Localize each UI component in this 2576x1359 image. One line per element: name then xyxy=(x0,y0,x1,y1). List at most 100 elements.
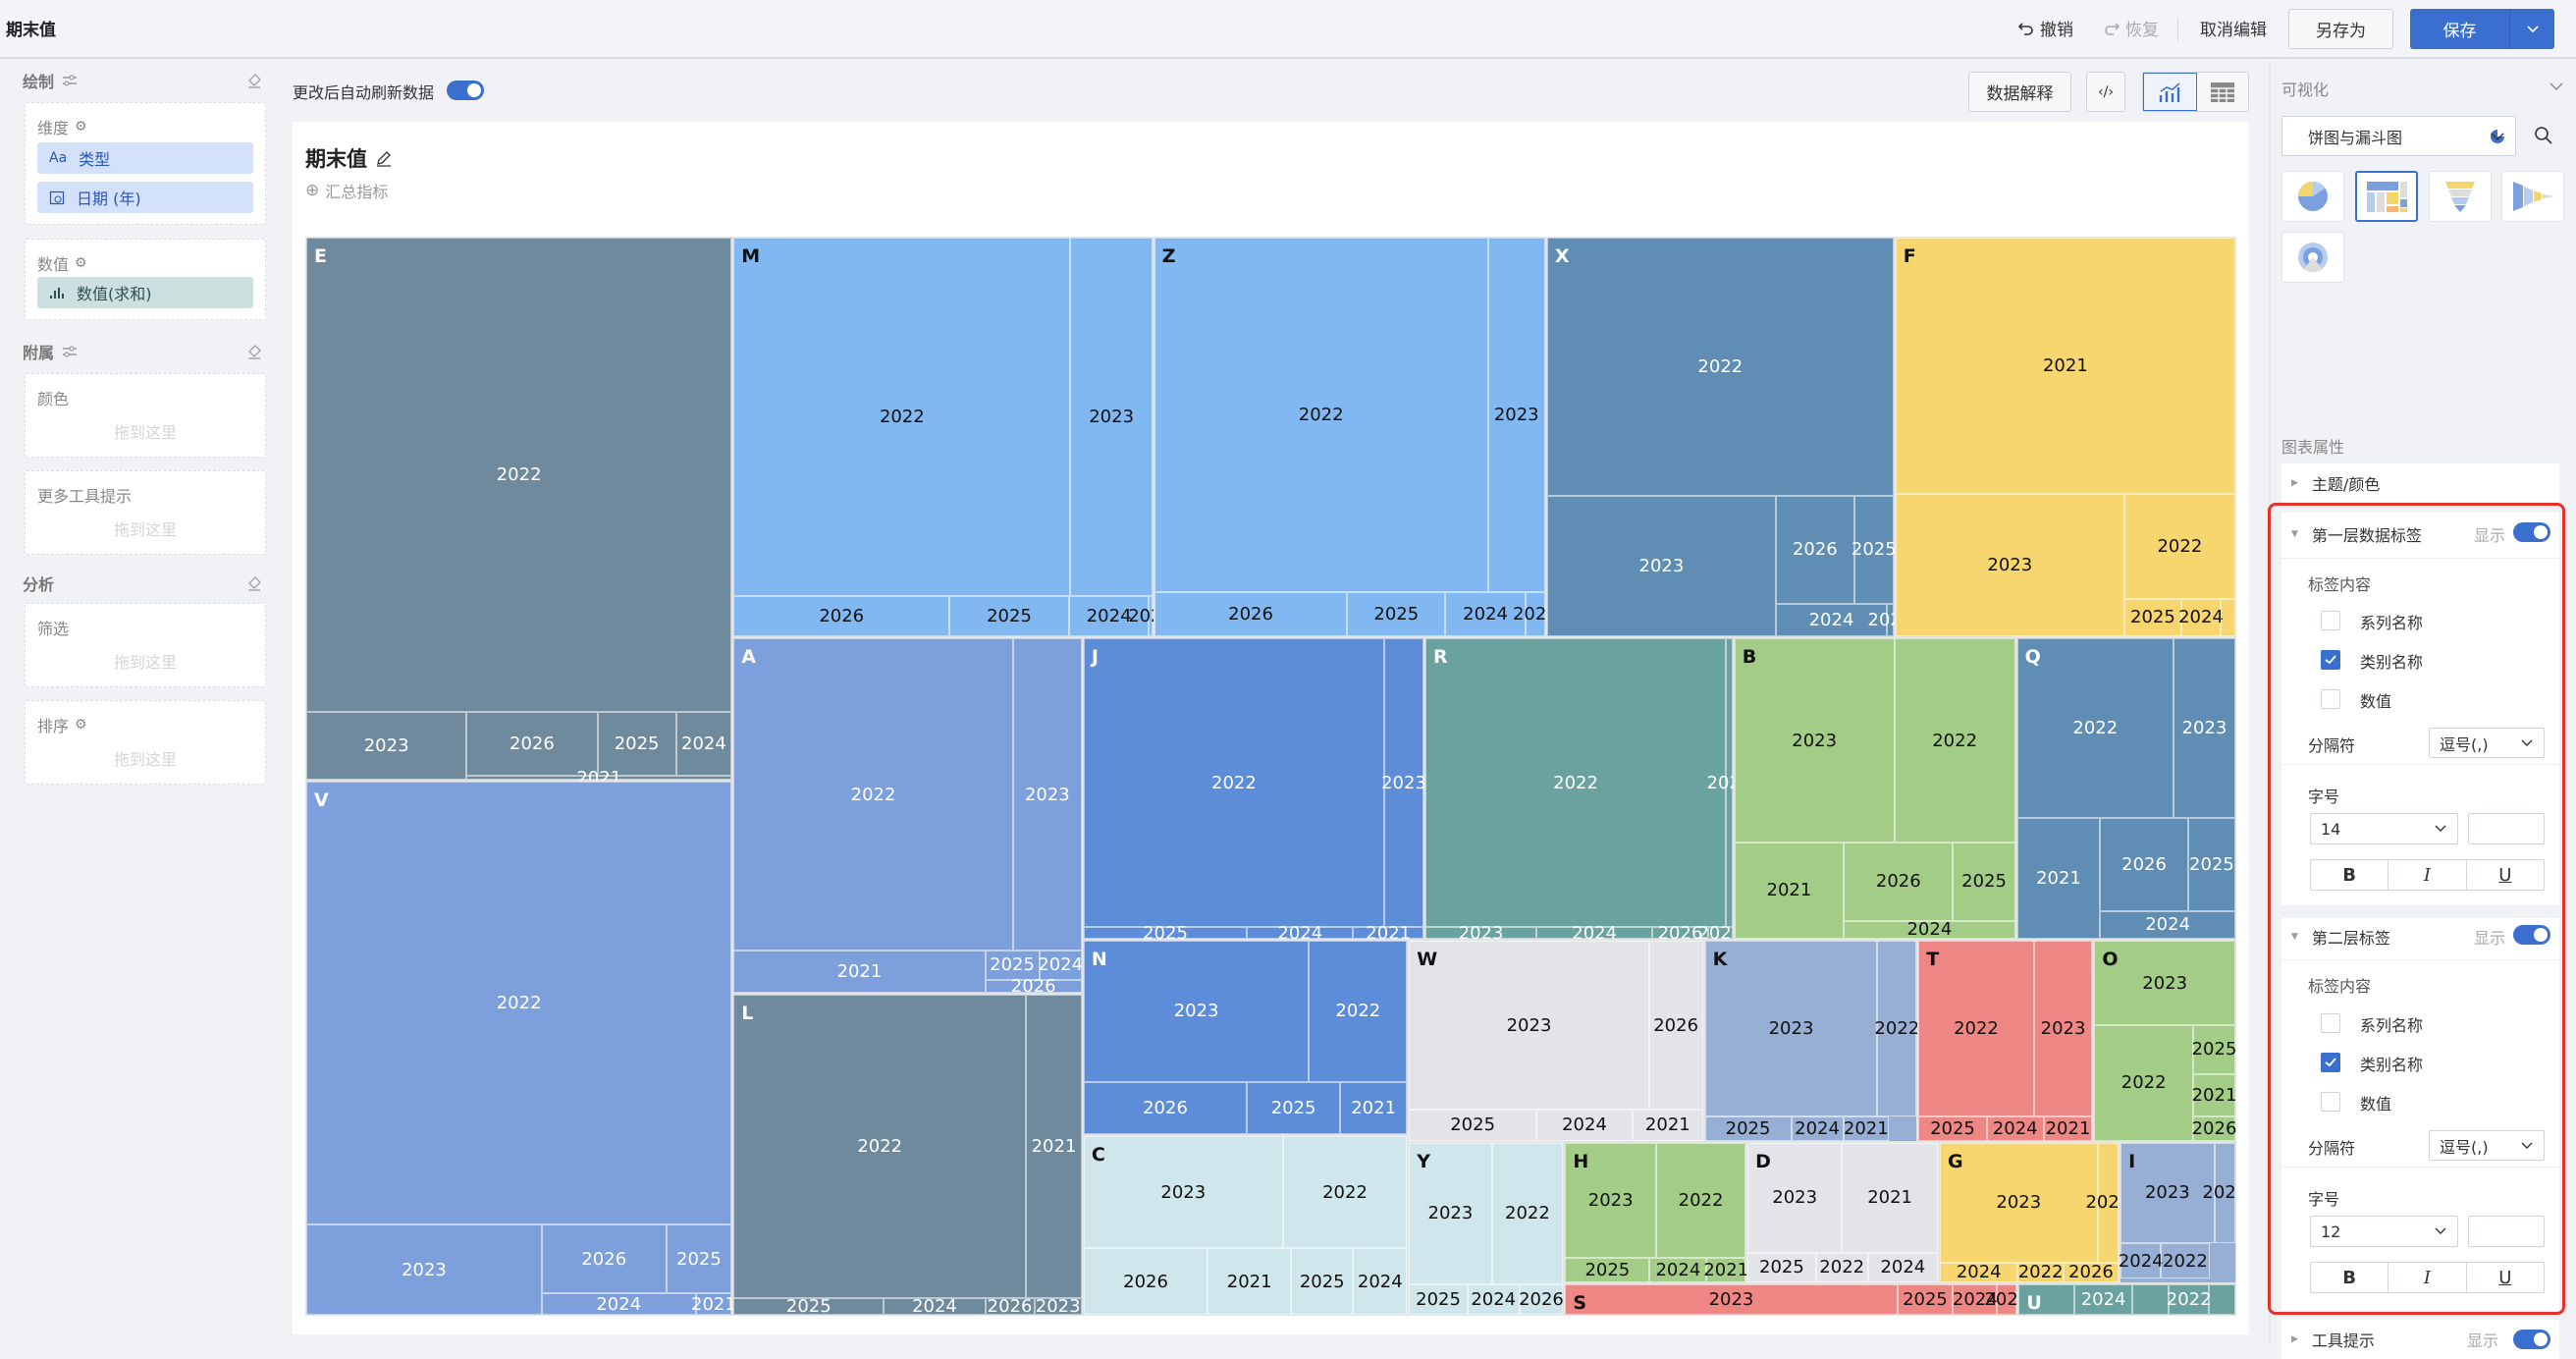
treemap-cell[interactable]: 2021 xyxy=(2043,1115,2093,1141)
treemap-cell[interactable]: 2022 xyxy=(2016,638,2174,818)
treemap-cell[interactable]: 2022 xyxy=(2167,1283,2212,1315)
treemap-group-j[interactable]: 2022 2023 2025 2024 2021 J xyxy=(1082,637,1426,944)
treemap-cell[interactable]: 2026 xyxy=(1844,842,1954,921)
treemap-group-k[interactable]: 2023 2022 2025 2024 2021 K xyxy=(1703,939,1919,1142)
eraser-icon[interactable] xyxy=(246,73,262,88)
treemap-group-c[interactable]: 2023 2022 2026 2021 2025 2024 C xyxy=(1082,1134,1409,1316)
treemap-cell[interactable]: 2023 xyxy=(1734,638,1895,843)
treemap-group-t[interactable]: 2022 2023 2025 2024 2021 T xyxy=(1917,939,2094,1142)
treemap-group-d[interactable]: 2023 2021 2025 2022 2024 D xyxy=(1746,1141,1939,1283)
color-drop-zone[interactable]: 颜色 拖到这里 xyxy=(25,373,266,458)
dimension-field-date[interactable]: 日期 (年) xyxy=(37,182,253,213)
treemap-cell[interactable]: 2025 xyxy=(2202,1142,2236,1243)
treemap-cell[interactable]: 2023 xyxy=(1012,638,1082,951)
treemap-cell[interactable]: 2021 xyxy=(2016,817,2101,939)
treemap-cell[interactable]: 2023 xyxy=(1565,1283,1898,1315)
treemap-cell[interactable]: 2022 xyxy=(733,995,1027,1299)
treemap-group-x[interactable]: 2022 2023 2026 2025 2024 2021 X xyxy=(1545,237,1912,638)
sort-drop-zone[interactable]: 排序 ⚙ 拖到这里 xyxy=(25,700,266,785)
treemap-cell[interactable]: 2025 xyxy=(1953,842,2015,921)
treemap-cell[interactable]: 2023 xyxy=(2120,1142,2215,1243)
treemap-cell[interactable]: 2022 xyxy=(2161,1242,2210,1279)
separator-select[interactable]: 逗号(,) xyxy=(2429,1130,2545,1161)
tooltip-row[interactable]: ▶ 工具提示 显示 xyxy=(2281,1320,2559,1359)
settings-sliders-icon[interactable] xyxy=(62,346,78,357)
treemap-cell[interactable]: 2021 xyxy=(2192,1073,2236,1116)
cancel-edit-button[interactable]: 取消编辑 xyxy=(2200,21,2267,40)
treemap-cell[interactable]: 2025 xyxy=(1918,1115,1987,1141)
treemap-cell[interactable]: 2025 xyxy=(1083,923,1248,944)
treemap-cell[interactable]: 2025 xyxy=(949,595,1069,637)
treemap-cell[interactable]: 2025 xyxy=(2187,817,2235,911)
treemap-cell[interactable]: 2021 xyxy=(1895,238,2235,495)
save-as-button[interactable]: 另存为 xyxy=(2288,9,2393,49)
font-color-input[interactable] xyxy=(2468,1216,2545,1247)
treemap-cell[interactable]: 2024 xyxy=(1844,919,2015,940)
treemap-cell[interactable]: 2021 xyxy=(1513,592,1558,637)
treemap-cell[interactable]: 2023 xyxy=(1487,238,1545,593)
treemap-cell[interactable]: 2024 xyxy=(1939,1262,2018,1282)
treemap-cell[interactable]: 2026 xyxy=(1775,495,1854,604)
underline-button[interactable]: U xyxy=(2498,864,2512,886)
treemap-cell[interactable]: 2025 xyxy=(1247,1081,1341,1134)
treemap-group-q[interactable]: 2022 2023 2021 2026 2025 2024 Q xyxy=(2015,637,2236,940)
chevron-down-icon[interactable] xyxy=(2549,81,2564,92)
treemap-cell[interactable]: 2023 xyxy=(1409,1142,1492,1284)
treemap-cell[interactable]: 2025 xyxy=(1897,1283,1954,1315)
tooltip-drop-zone[interactable]: 更多工具提示 拖到这里 xyxy=(25,470,266,555)
treemap-cell[interactable]: 2025 xyxy=(666,1224,732,1294)
treemap-cell[interactable]: 2025 xyxy=(597,712,676,777)
treemap-cell[interactable]: 2026 xyxy=(466,712,598,777)
treemap-cell[interactable]: 2022 xyxy=(1894,638,2015,843)
treemap-cell[interactable]: 2026 xyxy=(541,1224,667,1294)
chart-view-button[interactable] xyxy=(2143,73,2197,111)
treemap-group-h[interactable]: 2023 2022 2025 2024 2021 H xyxy=(1564,1141,1748,1283)
chart-category-select[interactable]: 饼图与漏斗图 xyxy=(2281,116,2516,156)
treemap-cell[interactable]: 2023 xyxy=(1939,1142,2098,1263)
treemap-cell[interactable]: 2022 xyxy=(1918,940,2034,1116)
treemap-cell[interactable]: 2025 xyxy=(1409,1283,1468,1315)
treemap-cell[interactable]: 2023 xyxy=(1070,238,1153,596)
checkbox-series-name[interactable] xyxy=(2321,611,2340,630)
treemap-cell[interactable]: 2024 xyxy=(1775,603,1888,637)
treemap-cell[interactable]: 2024 xyxy=(541,1293,696,1315)
treemap-cell[interactable]: 2024 xyxy=(1536,923,1653,944)
bold-button[interactable]: B xyxy=(2311,1263,2389,1292)
treemap-cell[interactable]: 2022 xyxy=(1425,638,1727,928)
theme-color-row[interactable]: ▶ 主题/颜色 xyxy=(2281,463,2559,503)
chart-type-treemap[interactable] xyxy=(2355,171,2418,222)
treemap-cell[interactable]: 2021 xyxy=(1868,603,1912,637)
layer1-header[interactable]: ▼ 第一层数据标签 显示 xyxy=(2291,522,2556,546)
treemap-cell[interactable]: 2022 xyxy=(1309,940,1408,1082)
treemap-cell[interactable]: 2026 xyxy=(1648,940,1703,1111)
treemap-cell[interactable]: 2024 xyxy=(675,712,732,777)
treemap-cell[interactable]: 2025 xyxy=(1565,1257,1650,1282)
treemap-group-o[interactable]: 2023 2022 2025 2021 2026 O xyxy=(2093,939,2236,1142)
layer2-header[interactable]: ▼ 第二层标签 显示 xyxy=(2291,925,2556,949)
treemap-cell[interactable]: 2024 xyxy=(884,1296,986,1316)
dimension-field-type[interactable]: Aa 类型 xyxy=(37,142,253,174)
treemap-cell[interactable]: 2021 xyxy=(1353,923,1423,944)
gear-icon[interactable]: ⚙ xyxy=(75,119,87,135)
treemap-cell[interactable]: 2024 xyxy=(1068,595,1150,637)
treemap-cell[interactable] xyxy=(2132,1283,2169,1315)
code-button[interactable]: ‹/› xyxy=(2086,72,2125,112)
treemap-cell[interactable] xyxy=(2209,1283,2235,1315)
treemap-cell[interactable]: 2026 xyxy=(2063,1262,2120,1282)
treemap-cell[interactable]: 2026 xyxy=(985,1296,1035,1316)
treemap-cell[interactable]: 2022 xyxy=(1491,1142,1564,1284)
treemap-cell[interactable]: 2023 xyxy=(2173,638,2235,818)
treemap-cell[interactable]: 2022 xyxy=(1546,238,1894,496)
treemap-cell[interactable]: 2024 xyxy=(2100,910,2235,939)
checkbox-category-name[interactable] xyxy=(2321,1053,2340,1072)
treemap-group-v[interactable]: 2022 2023 2026 2025 2024 2021 V xyxy=(305,780,736,1316)
treemap-cell[interactable]: 2022 xyxy=(306,238,732,713)
treemap-group-r[interactable]: 2022 2025 2023 2024 2026 2021 R xyxy=(1424,637,1751,944)
treemap-cell[interactable]: 2022 xyxy=(1282,1135,1408,1249)
treemap-cell[interactable]: 2026 xyxy=(1652,923,1708,944)
treemap-group-n[interactable]: 2023 2022 2026 2025 2021 N xyxy=(1082,939,1409,1135)
treemap-cell[interactable]: 2022 xyxy=(733,238,1071,596)
treemap-cell[interactable] xyxy=(2018,1283,2074,1315)
treemap-cell[interactable]: 2021 xyxy=(1697,922,1744,944)
treemap-cell[interactable]: 2025 xyxy=(1707,638,1751,928)
